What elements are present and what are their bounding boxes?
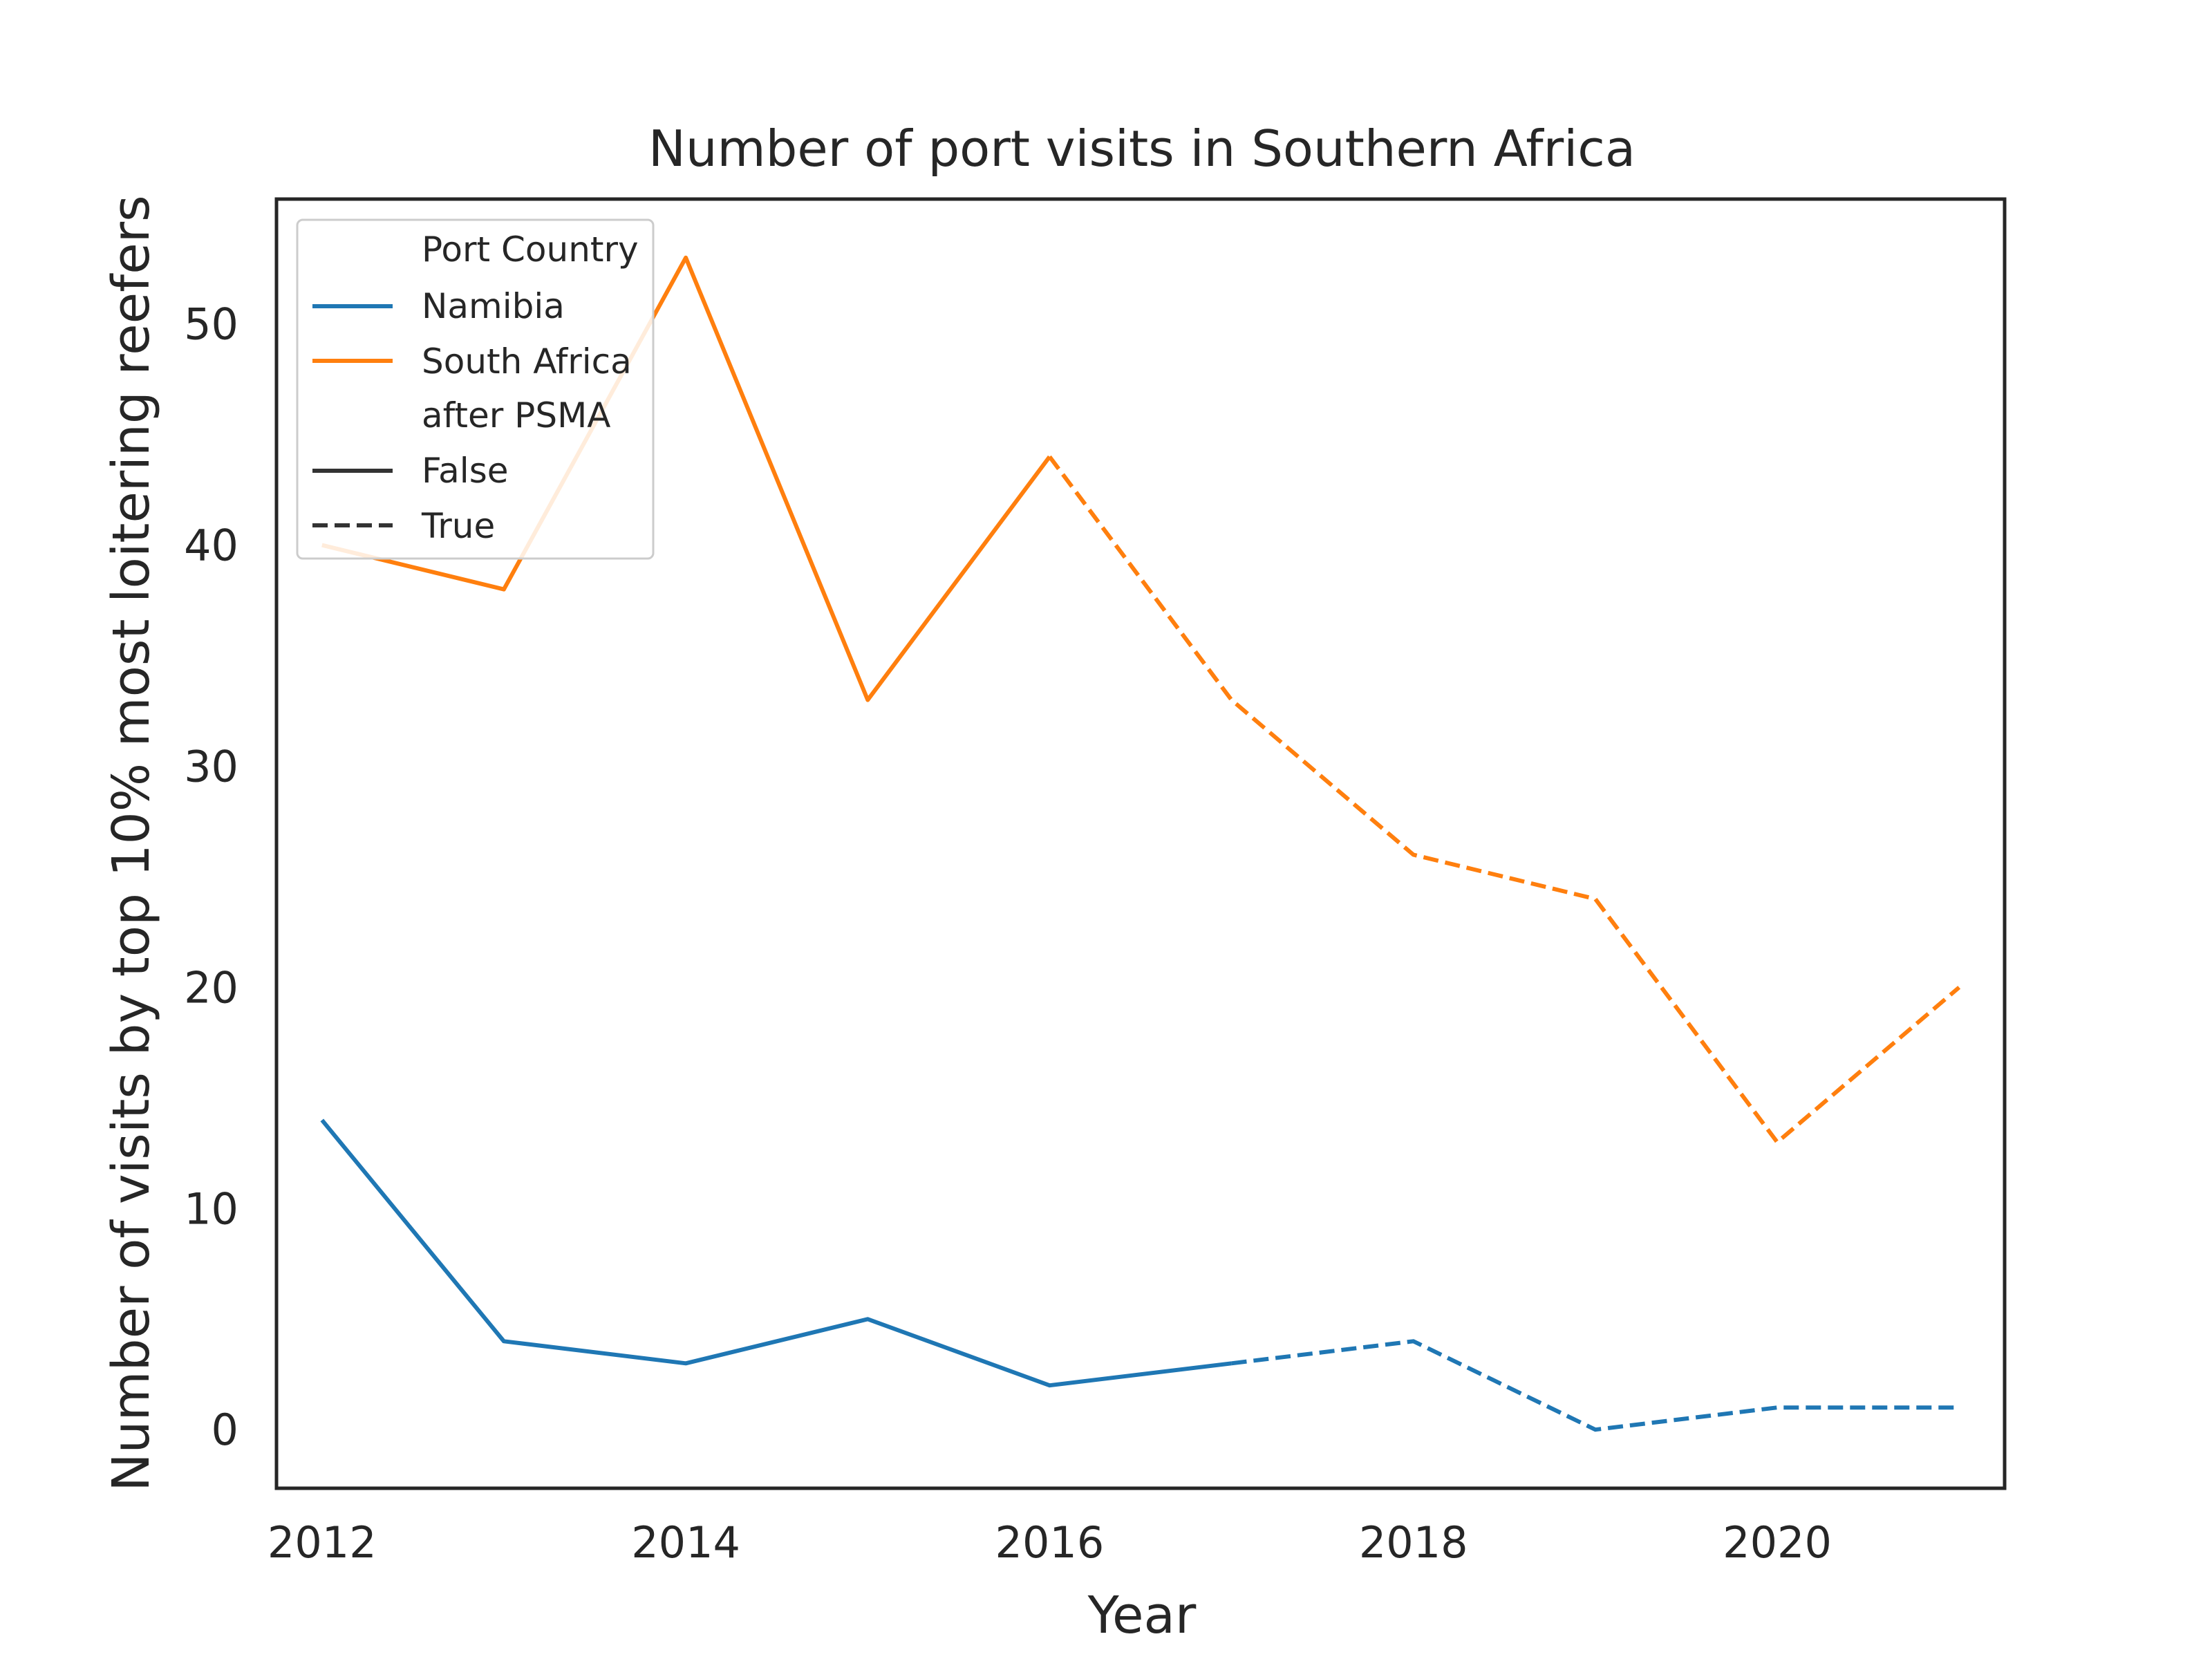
y-tick-label-20: 20 bbox=[184, 962, 238, 1013]
y-tick-label-10: 10 bbox=[184, 1183, 238, 1234]
legend-label-true: True bbox=[421, 506, 495, 546]
y-tick-label-50: 50 bbox=[184, 299, 238, 350]
x-tick-label-2016: 2016 bbox=[995, 1517, 1105, 1568]
legend-label-namibia: Namibia bbox=[422, 286, 565, 326]
chart-title: Number of port visits in Southern Africa bbox=[648, 120, 1635, 178]
legend-label-south-africa: South Africa bbox=[422, 341, 632, 382]
x-axis-ticks: 2012 2014 2016 2018 2020 bbox=[268, 1517, 1832, 1568]
y-axis-label: Number of visits by top 10% most loiteri… bbox=[102, 195, 161, 1491]
y-axis-ticks: 0 10 20 30 40 50 bbox=[184, 299, 238, 1455]
y-tick-label-40: 40 bbox=[184, 521, 238, 571]
series-line-south-africa-after-psma bbox=[1047, 455, 1961, 1145]
x-axis-label: Year bbox=[1087, 1586, 1197, 1645]
series-line-namibia-before-psma bbox=[320, 1118, 1232, 1388]
plot-frame bbox=[274, 197, 2007, 1490]
legend: Port Country Namibia South Africa after … bbox=[296, 218, 655, 560]
y-tick-label-30: 30 bbox=[184, 742, 238, 792]
series-line-south-africa-before-psma bbox=[321, 255, 1051, 702]
legend-label-false: False bbox=[422, 451, 509, 491]
legend-title-port-country: Port Country bbox=[422, 229, 639, 270]
series-line-namibia-after-psma bbox=[1231, 1339, 1960, 1432]
y-tick-label-0: 0 bbox=[212, 1405, 238, 1455]
series-layer bbox=[320, 255, 1961, 1432]
legend-title-after-psma: after PSMA bbox=[422, 395, 610, 435]
x-tick-label-2020: 2020 bbox=[1723, 1517, 1832, 1568]
x-tick-label-2012: 2012 bbox=[268, 1517, 377, 1568]
x-tick-label-2014: 2014 bbox=[631, 1517, 740, 1568]
x-tick-label-2018: 2018 bbox=[1359, 1517, 1468, 1568]
